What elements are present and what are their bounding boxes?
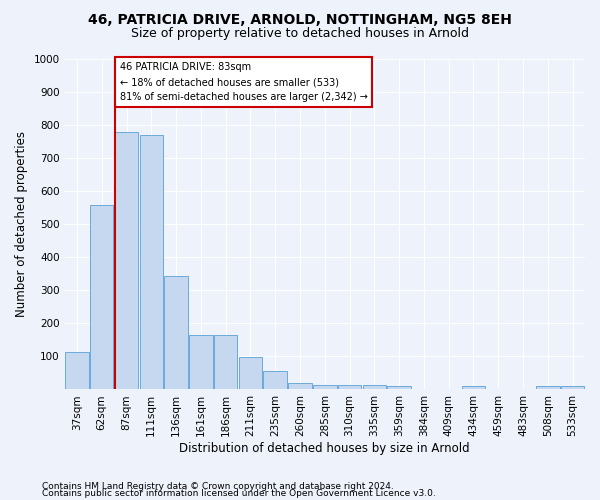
Bar xyxy=(536,386,560,390)
Bar xyxy=(313,384,337,390)
Text: Contains HM Land Registry data © Crown copyright and database right 2024.: Contains HM Land Registry data © Crown c… xyxy=(42,482,394,491)
Bar xyxy=(561,386,584,390)
Bar xyxy=(362,386,386,390)
Bar xyxy=(164,276,188,390)
X-axis label: Distribution of detached houses by size in Arnold: Distribution of detached houses by size … xyxy=(179,442,470,455)
Bar xyxy=(65,352,89,390)
Text: 46 PATRICIA DRIVE: 83sqm
← 18% of detached houses are smaller (533)
81% of semi-: 46 PATRICIA DRIVE: 83sqm ← 18% of detach… xyxy=(119,62,368,102)
Bar xyxy=(338,384,361,390)
Bar xyxy=(115,132,138,390)
Bar xyxy=(288,383,312,390)
Bar xyxy=(214,335,238,390)
Bar xyxy=(263,372,287,390)
Bar xyxy=(462,386,485,390)
Bar xyxy=(90,205,113,390)
Bar xyxy=(189,335,212,390)
Y-axis label: Number of detached properties: Number of detached properties xyxy=(15,131,28,317)
Bar xyxy=(140,135,163,390)
Text: Contains public sector information licensed under the Open Government Licence v3: Contains public sector information licen… xyxy=(42,490,436,498)
Bar xyxy=(239,357,262,390)
Bar xyxy=(388,386,411,390)
Text: Size of property relative to detached houses in Arnold: Size of property relative to detached ho… xyxy=(131,28,469,40)
Text: 46, PATRICIA DRIVE, ARNOLD, NOTTINGHAM, NG5 8EH: 46, PATRICIA DRIVE, ARNOLD, NOTTINGHAM, … xyxy=(88,12,512,26)
